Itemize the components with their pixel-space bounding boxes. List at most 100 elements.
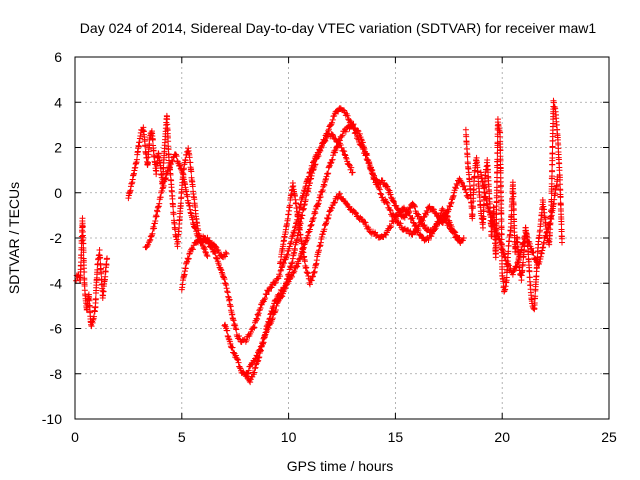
data-point [485, 209, 492, 216]
data-point [445, 206, 452, 213]
data-point [545, 224, 552, 231]
data-point [371, 176, 378, 183]
data-point [164, 168, 171, 175]
data-point [193, 228, 200, 235]
data-point [278, 264, 285, 271]
data-point [186, 251, 193, 258]
data-point [236, 333, 243, 340]
data-point [321, 136, 328, 143]
data-point [378, 191, 385, 198]
data-point [98, 270, 105, 277]
data-point [92, 295, 99, 302]
data-point [322, 177, 329, 184]
data-point [341, 151, 348, 158]
data-point [269, 309, 276, 316]
data-point [308, 175, 315, 182]
data-point [230, 317, 237, 324]
data-point [165, 138, 172, 145]
x-axis-label: GPS time / hours [287, 458, 394, 474]
data-point [325, 212, 332, 219]
data-point [369, 169, 376, 176]
data-point [383, 199, 390, 206]
data-point [390, 218, 397, 225]
data-point [437, 212, 444, 219]
data-point [282, 285, 289, 292]
data-point [360, 143, 367, 150]
data-point [303, 264, 310, 271]
data-point [225, 293, 232, 300]
data-point [450, 192, 457, 199]
data-point [494, 229, 501, 236]
x-tick-label: 0 [71, 429, 79, 445]
data-point [223, 285, 230, 292]
data-point [415, 227, 422, 234]
data-point [189, 216, 196, 223]
data-point [257, 347, 264, 354]
data-point [322, 221, 329, 228]
data-point [332, 135, 339, 142]
data-point [292, 247, 299, 254]
chart-title: Day 024 of 2014, Sidereal Day-to-day VTE… [80, 20, 597, 36]
data-point [182, 157, 189, 164]
data-point [544, 228, 551, 235]
data-point [293, 199, 300, 206]
data-point [404, 226, 411, 233]
data-point [371, 175, 378, 182]
data-point [166, 164, 173, 171]
data-point [245, 367, 252, 374]
data-point [230, 315, 237, 322]
data-point [479, 224, 486, 231]
data-point [502, 254, 509, 261]
data-point [170, 203, 177, 210]
data-point [91, 313, 98, 320]
data-point [324, 130, 331, 137]
data-point [309, 170, 316, 177]
data-point [355, 128, 362, 135]
data-point [510, 268, 517, 275]
data-point [389, 217, 396, 224]
data-point [254, 311, 261, 318]
data-point [266, 315, 273, 322]
data-point [305, 229, 312, 236]
data-point [388, 223, 395, 230]
data-point [329, 205, 336, 212]
data-point [250, 324, 257, 331]
data-point [431, 224, 438, 231]
data-point [324, 215, 331, 222]
data-point [484, 201, 491, 208]
data-point [469, 203, 476, 210]
data-point [232, 325, 239, 332]
data-point [261, 332, 268, 339]
data-point [486, 207, 493, 214]
data-point [330, 132, 337, 139]
data-point [460, 235, 467, 241]
data-point [162, 175, 169, 182]
data-point [255, 310, 262, 317]
data-point [255, 354, 262, 361]
data-point [297, 255, 304, 262]
data-point [168, 157, 175, 164]
data-point [223, 250, 230, 257]
data-point [390, 198, 397, 205]
data-point [348, 164, 355, 171]
data-point [527, 246, 534, 253]
data-point [411, 202, 418, 209]
data-point [80, 249, 87, 256]
data-point [159, 185, 166, 192]
data-point [277, 267, 284, 274]
data-point [496, 236, 503, 243]
data-point [317, 147, 324, 154]
data-point [547, 220, 554, 227]
data-point [326, 163, 333, 170]
data-point [279, 287, 286, 294]
y-tick-label: -4 [50, 275, 63, 291]
data-point [326, 208, 333, 215]
data-point [185, 255, 192, 262]
data-point [549, 167, 556, 174]
data-point [194, 232, 201, 239]
data-point [317, 193, 324, 200]
data-point [447, 200, 454, 207]
data-point [498, 211, 505, 218]
data-point [407, 205, 414, 212]
data-point [375, 183, 382, 190]
